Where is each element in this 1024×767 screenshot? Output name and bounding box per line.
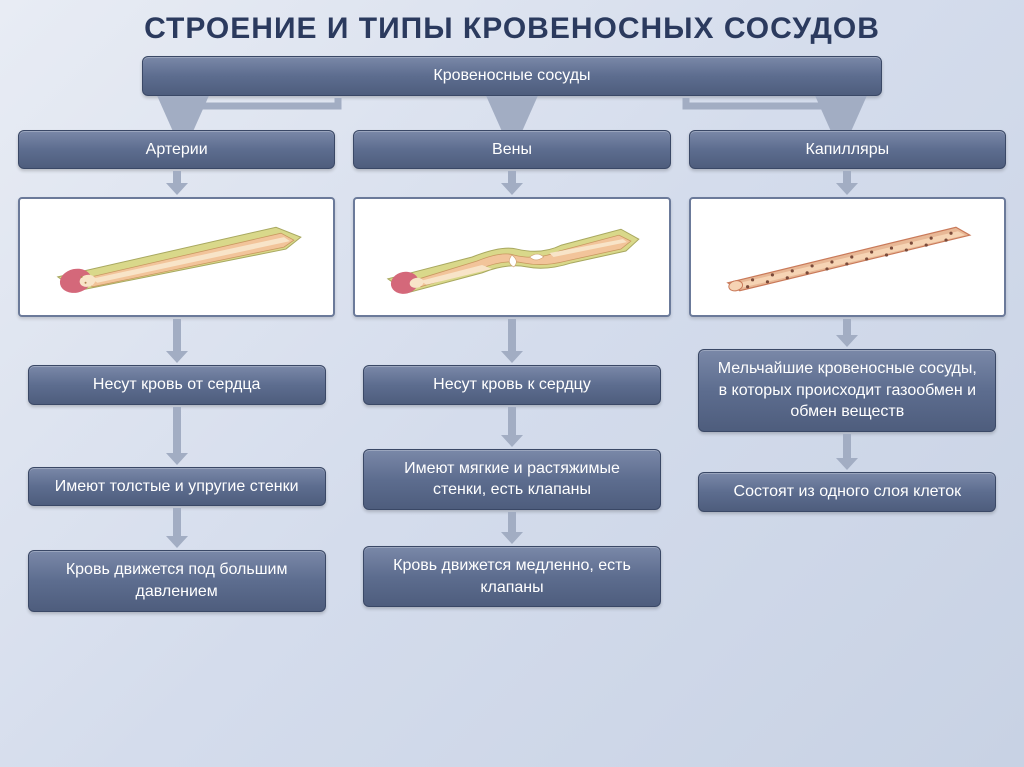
- desc-box-vein-2: Кровь движется медленно, есть клапаны: [363, 546, 661, 607]
- desc-box-vein-1: Имеют мягкие и растяжимые стенки, есть к…: [363, 449, 661, 510]
- columns-row: Артерии: [18, 130, 1006, 612]
- type-box-capillary: Капилляры: [689, 130, 1006, 170]
- arrow-icon: [166, 506, 188, 550]
- illustration-artery: [18, 197, 335, 317]
- illustration-vein: [353, 197, 670, 317]
- column-capillary: Капилляры: [689, 130, 1006, 612]
- desc-box-vein-0: Несут кровь к сердцу: [363, 365, 661, 405]
- desc-box-artery-0: Несут кровь от сердца: [28, 365, 326, 405]
- arrow-icon: [501, 405, 523, 449]
- arrow-icon: [166, 169, 188, 197]
- illustration-capillary: [689, 197, 1006, 317]
- arrow-icon: [501, 510, 523, 546]
- desc-box-artery-1: Имеют толстые и упругие стенки: [28, 467, 326, 507]
- column-artery: Артерии: [18, 130, 335, 612]
- type-box-artery: Артерии: [18, 130, 335, 170]
- type-box-vein: Вены: [353, 130, 670, 170]
- arrow-icon: [836, 317, 858, 349]
- desc-box-artery-2: Кровь движется под большим давлением: [28, 550, 326, 611]
- desc-box-capillary-0: Мельчайшие кровеносные сосуды, в которых…: [698, 349, 996, 432]
- arrow-icon: [501, 169, 523, 197]
- arrow-icon: [166, 317, 188, 365]
- arrow-icon: [836, 169, 858, 197]
- page-title: СТРОЕНИЕ И ТИПЫ КРОВЕНОСНЫХ СОСУДОВ: [18, 12, 1006, 46]
- root-box: Кровеносные сосуды: [142, 56, 882, 96]
- arrow-icon: [501, 317, 523, 365]
- desc-box-capillary-1: Состоят из одного слоя клеток: [698, 472, 996, 512]
- column-vein: Вены: [353, 130, 670, 612]
- arrow-icon: [836, 432, 858, 472]
- arrow-icon: [166, 405, 188, 467]
